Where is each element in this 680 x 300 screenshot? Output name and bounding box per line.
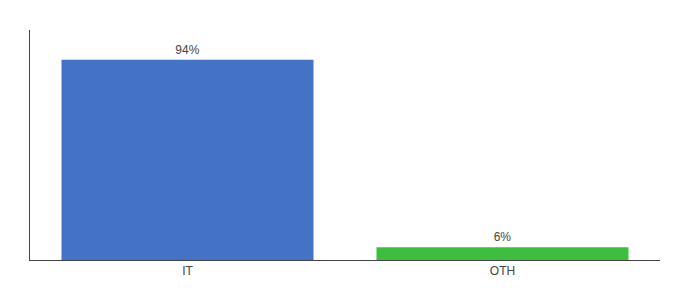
- svg-text:6%: 6%: [494, 230, 512, 244]
- svg-text:OTH: OTH: [490, 264, 515, 278]
- svg-text:94%: 94%: [175, 43, 199, 57]
- svg-text:IT: IT: [182, 264, 193, 278]
